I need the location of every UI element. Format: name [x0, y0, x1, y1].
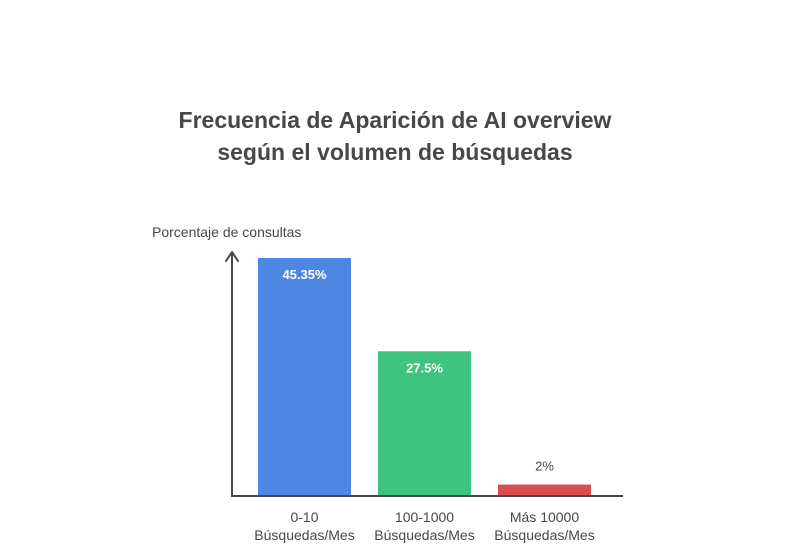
chart-title: Frecuencia de Aparición de AI overview s…: [0, 104, 790, 168]
chart-title-line-1: Frecuencia de Aparición de AI overview: [178, 107, 612, 133]
bar-0: [258, 258, 351, 495]
bar-value-label-1: 27.5%: [406, 360, 443, 375]
x-tick-label-2-line-1: Búsquedas/Mes: [494, 527, 594, 543]
x-tick-label-0-line-1: Búsquedas/Mes: [254, 527, 354, 543]
bar-1: [378, 351, 471, 495]
bar-value-label-0: 45.35%: [282, 267, 327, 282]
bar-2: [498, 484, 591, 495]
y-axis-label: Porcentaje de consultas: [152, 224, 301, 240]
x-tick-labels: 0-10 Búsquedas/Mes 100-1000 Búsquedas/Mes Má…: [254, 509, 594, 543]
x-tick-label-2-line-0: Más 10000: [510, 509, 579, 525]
x-tick-label-0-line-0: 0-10: [290, 509, 318, 525]
x-tick-label-1-line-0: 100-1000: [395, 509, 454, 525]
bar-value-label-2: 2%: [535, 459, 554, 474]
bars-group: 45.35% 27.5% 2%: [258, 258, 591, 495]
chart-title-line-2: según el volumen de búsquedas: [217, 139, 573, 165]
x-tick-label-1-line-1: Búsquedas/Mes: [374, 527, 474, 543]
y-axis: [225, 251, 239, 497]
